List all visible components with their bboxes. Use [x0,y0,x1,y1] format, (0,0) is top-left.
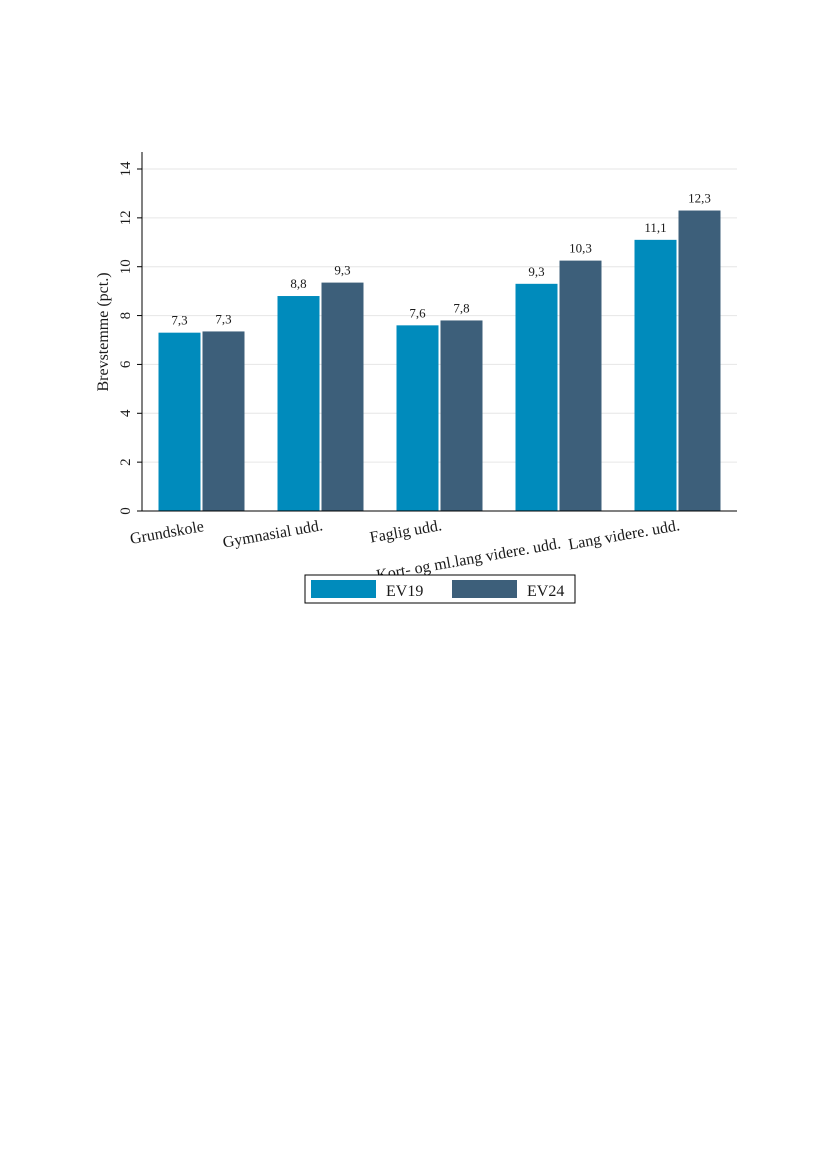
bar-ev19 [515,283,558,511]
legend-label-ev19: EV19 [386,583,423,600]
bar-value-label: 7,6 [409,305,426,320]
legend: EV19 EV24 [304,574,576,604]
bar-value-label: 10,3 [569,241,592,256]
legend-label-ev24: EV24 [527,583,564,600]
bar-ev24 [559,260,602,511]
x-tick-label: Grundskole [129,518,205,548]
y-tick-label: 0 [118,507,134,515]
y-tick-label: 2 [118,458,134,466]
bar-value-label: 7,3 [215,311,231,326]
x-tick-labels: Grundskole Gymnasial udd. Faglig udd.Kort-… [129,517,681,584]
bar-value-label: 9,3 [528,264,544,279]
y-axis-title: Brevstemme (pct.) [95,272,112,391]
bars [158,210,721,512]
bar-ev24 [202,331,245,511]
bar-value-label: 8,8 [290,276,306,291]
y-tick-label: 8 [118,312,134,320]
bar-ev19 [158,332,201,511]
bar-ev19 [634,239,677,512]
y-tick-label: 4 [118,409,134,417]
bar-ev24 [678,210,721,511]
x-tick-label: Lang videre. udd. [567,517,681,553]
x-tick-label: Faglig udd. [368,517,443,546]
bar-ev19 [277,296,320,511]
bar-ev24 [440,320,483,511]
y-tick-label: 14 [118,161,134,177]
y-tick-label: 10 [118,259,134,274]
y-tick-label: 6 [118,360,134,368]
bar-value-label: 12,3 [688,191,711,206]
bar-ev19 [396,325,439,511]
bar-value-label: 7,8 [453,300,469,315]
legend-swatch-ev24 [452,580,517,598]
x-tick-label: Gymnasial udd. [221,517,324,551]
y-tick-label: 12 [118,210,134,225]
bar-value-labels: 7,3 7,3 8,8 9,3 7,6 7,8 9,3 10,3 11,1 12,3 [171,191,711,328]
bar-value-label: 9,3 [334,263,350,278]
legend-swatch-ev19 [311,580,376,598]
y-ticks: 0 2 4 6 8 10 12 14 [118,161,142,515]
bar-value-label: 7,3 [171,313,187,328]
bar-ev24 [321,282,364,511]
bar-value-label: 11,1 [644,220,666,235]
